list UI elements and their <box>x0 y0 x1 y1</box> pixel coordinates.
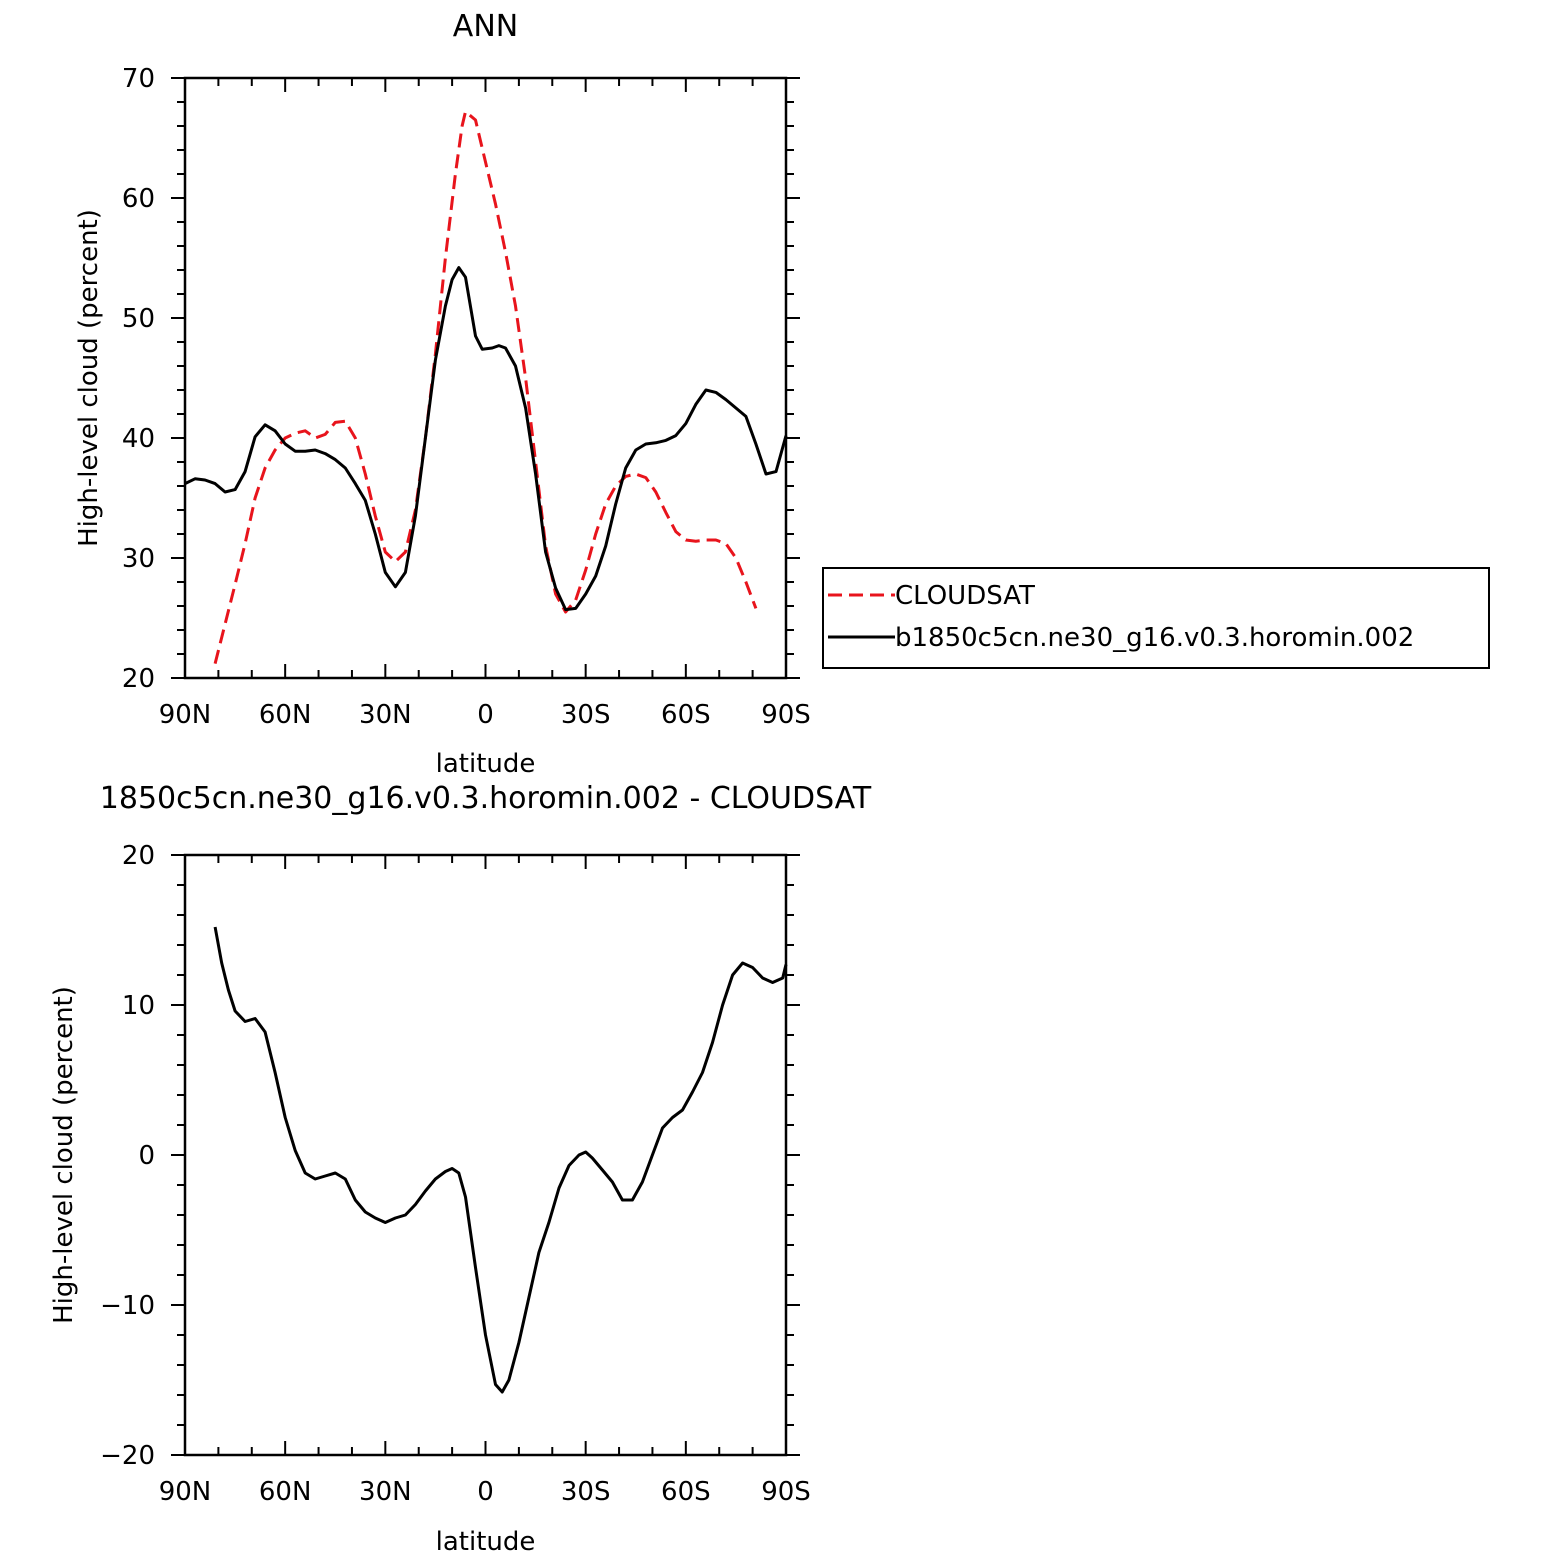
axis-ticks <box>171 854 800 1456</box>
series-line-b1850c5cn-ne30-g16-v0-3-horomin-002 <box>184 266 788 612</box>
series-line-cloudsat <box>213 110 758 664</box>
x-tick-label: 90N <box>159 1477 212 1507</box>
axis-ticks <box>171 77 800 679</box>
y-axis-label: High-level cloud (percent) <box>49 986 79 1324</box>
x-tick-label: 90N <box>159 700 212 730</box>
x-tick-label: 60S <box>661 700 711 730</box>
x-tick-label: 90S <box>761 1477 811 1507</box>
y-tick-label: 70 <box>122 64 155 94</box>
x-tick-label: 30S <box>561 1477 611 1507</box>
x-tick-label: 60N <box>259 1477 312 1507</box>
x-axis-label: latitude <box>436 1527 536 1557</box>
legend-box <box>822 567 1490 669</box>
y-tick-label: 60 <box>122 184 155 214</box>
y-tick-label: 40 <box>122 424 155 454</box>
y-tick-label: −20 <box>100 1441 155 1471</box>
chart-panel-2: 1850c5cn.ne30_g16.v0.3.horomin.002 - CLO… <box>49 781 872 1557</box>
y-tick-label: 50 <box>122 304 155 334</box>
x-tick-label: 60S <box>661 1477 711 1507</box>
x-tick-label: 30S <box>561 700 611 730</box>
y-tick-label: 20 <box>122 841 155 871</box>
y-axis-label: High-level cloud (percent) <box>74 209 104 547</box>
chart-panel-1: ANN 90N 60N 30N 0 30S 60S 90S 20 30 40 50 60 70 latitu… <box>74 9 1490 779</box>
y-tick-label: 20 <box>122 664 155 694</box>
y-tick-label: 30 <box>122 544 155 574</box>
x-tick-label: 30N <box>359 1477 412 1507</box>
plot-frame <box>183 76 788 680</box>
y-tick-label: −10 <box>100 1291 155 1321</box>
x-axis-label: latitude <box>436 749 536 779</box>
y-tick-label: 0 <box>138 1141 155 1171</box>
x-tick-label: 0 <box>477 1477 494 1507</box>
legend-label: CLOUDSAT <box>895 581 1035 611</box>
x-tick-label: 30N <box>359 700 412 730</box>
chart-title: 1850c5cn.ne30_g16.v0.3.horomin.002 - CLO… <box>100 781 872 816</box>
plot-frame <box>183 853 788 1457</box>
x-tick-label: 60N <box>259 700 312 730</box>
series-line-difference <box>213 926 788 1394</box>
x-tick-label: 0 <box>477 700 494 730</box>
legend: CLOUDSAT b1850c5cn.ne30_g16.v0.3.horomin.… <box>822 567 1490 669</box>
x-tick-label: 90S <box>761 700 811 730</box>
y-tick-label: 10 <box>122 991 155 1021</box>
chart-title: ANN <box>453 9 518 44</box>
legend-label: b1850c5cn.ne30_g16.v0.3.horomin.002 <box>895 623 1414 653</box>
